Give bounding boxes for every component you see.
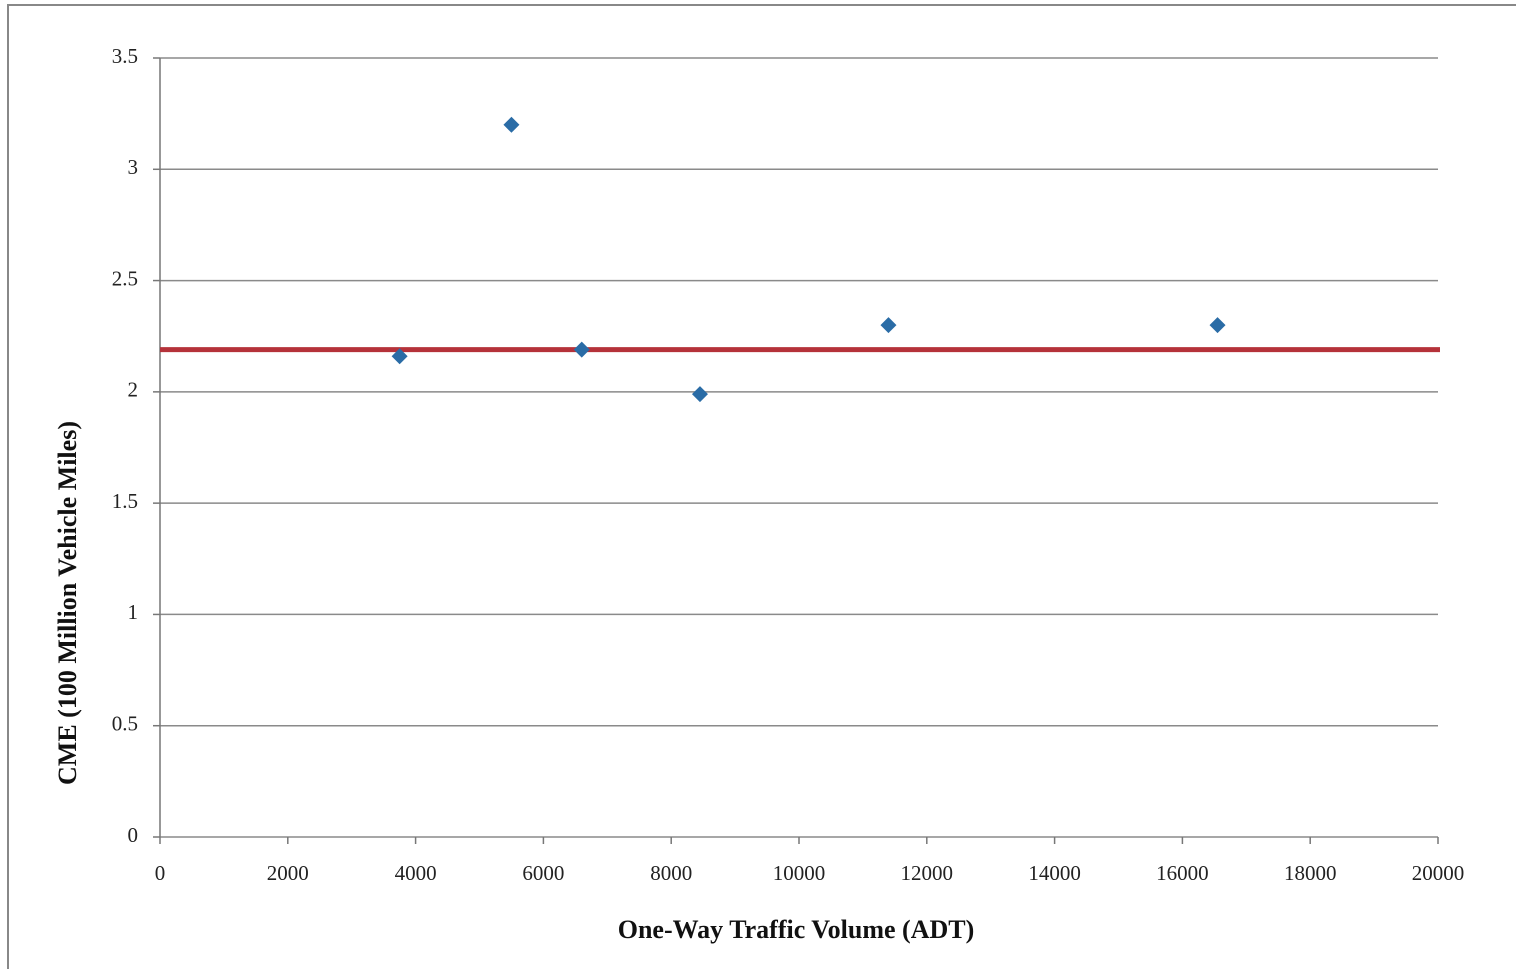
chart-frame	[7, 4, 1516, 974]
scatter-point	[573, 341, 590, 358]
x-tick-label: 14000	[1028, 861, 1081, 885]
x-tick-label: 12000	[901, 861, 954, 885]
y-tick-label: 1.5	[112, 489, 138, 513]
x-tick-label: 2000	[267, 861, 309, 885]
x-tick-label: 6000	[522, 861, 564, 885]
y-tick-label: 2	[128, 378, 139, 402]
x-tick-label: 4000	[395, 861, 437, 885]
scatter-point	[391, 348, 408, 365]
x-tick-label: 10000	[773, 861, 826, 885]
y-axis-title: CME (100 Million Vehicle Miles)	[53, 421, 82, 785]
x-tick-label: 20000	[1412, 861, 1465, 885]
scatter-point	[691, 386, 708, 403]
scatter-point	[880, 317, 897, 334]
y-tick-label: 2.5	[112, 266, 138, 290]
x-axis-title: One-Way Traffic Volume (ADT)	[618, 915, 975, 944]
x-tick-label: 18000	[1284, 861, 1337, 885]
scatter-point	[1209, 317, 1226, 334]
y-tick-label: 0.5	[112, 712, 138, 736]
x-tick-label: 0	[155, 861, 166, 885]
y-tick-label: 3.5	[112, 44, 138, 68]
y-tick-label: 0	[128, 823, 139, 847]
y-tick-label: 3	[128, 155, 139, 179]
scatter-point	[503, 116, 520, 133]
x-tick-label: 8000	[650, 861, 692, 885]
x-tick-label: 16000	[1156, 861, 1209, 885]
y-tick-label: 1	[128, 600, 139, 624]
